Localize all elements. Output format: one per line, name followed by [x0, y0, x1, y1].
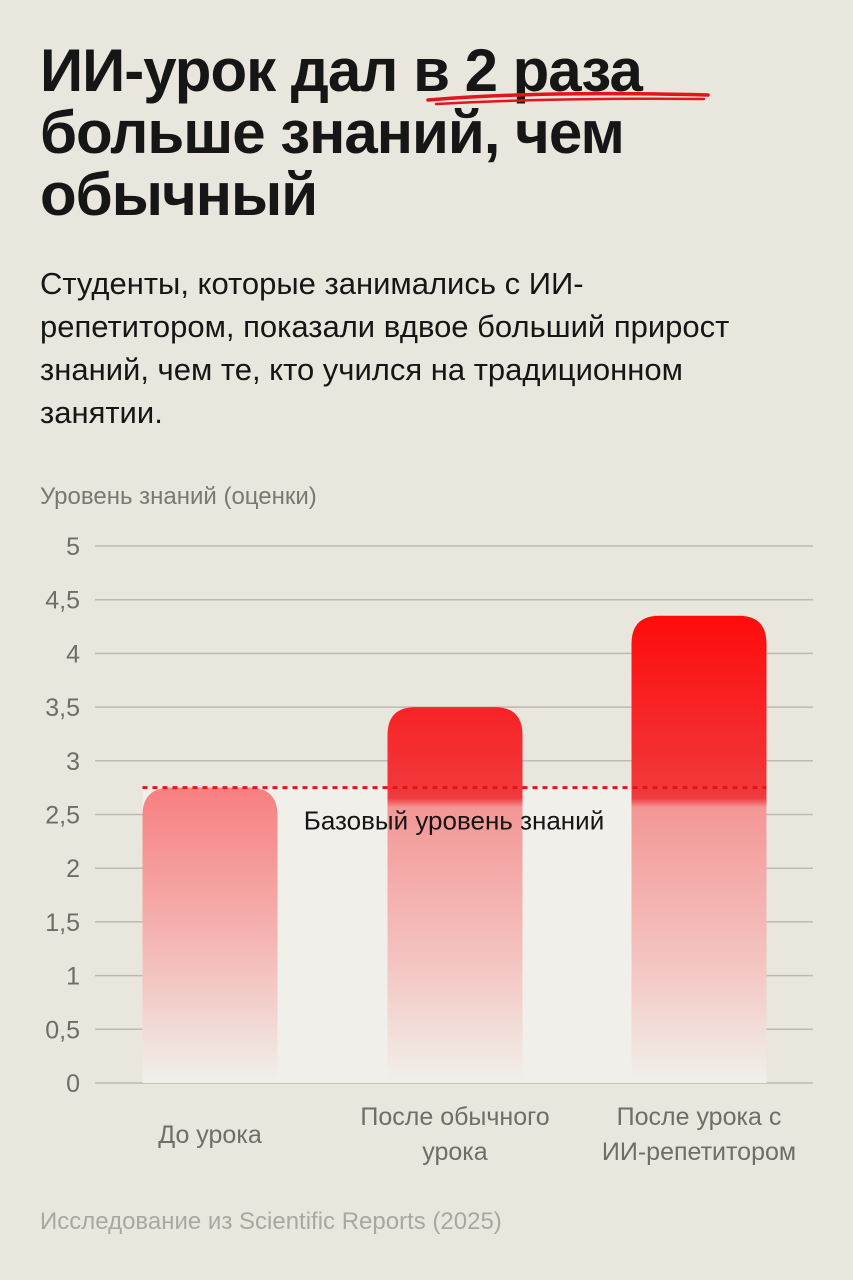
title-highlight: в 2 раза — [413, 37, 643, 104]
y-tick-label: 5 — [66, 533, 80, 561]
y-tick-label: 0 — [66, 1070, 80, 1098]
y-tick-label: 3 — [66, 748, 80, 776]
x-tick-label: урока — [422, 1138, 488, 1166]
title-line2: больше знаний, чем — [40, 99, 625, 166]
title-line3: обычный — [40, 161, 318, 228]
source-note: Исследование из Scientific Reports (2025… — [40, 1208, 502, 1235]
x-tick-label: После урока с — [617, 1103, 782, 1131]
bar — [142, 787, 278, 1083]
y-tick-label: 2 — [66, 855, 80, 883]
title-line1-start: ИИ-урок дал — [40, 37, 414, 104]
x-tick-label: После обычного — [360, 1103, 549, 1131]
subtitle: Студенты, которые занимались с ИИ-репети… — [40, 266, 730, 430]
y-axis-label: Уровень знаний (оценки) — [40, 483, 317, 510]
y-tick-label: 4 — [66, 640, 80, 668]
x-tick-label: До урока — [158, 1121, 262, 1149]
y-tick-label: 0,5 — [45, 1016, 80, 1044]
y-tick-label: 1 — [66, 963, 80, 991]
page-title: ИИ-урок дал в 2 раза больше знаний, чем … — [40, 40, 820, 226]
y-tick-label: 2,5 — [45, 802, 80, 830]
baseline-label: Базовый уровень знаний — [304, 806, 604, 836]
y-tick-label: 4,5 — [45, 587, 80, 615]
y-tick-label: 1,5 — [45, 909, 80, 937]
y-tick-label: 3,5 — [45, 694, 80, 722]
hand-drawn-underline — [426, 91, 710, 106]
bar-chart: Базовый уровень знаний 0 0,5 1 1,5 2 2,5 3 3,5 4… — [45, 533, 813, 1166]
x-tick-label: ИИ-репетитором — [602, 1138, 796, 1166]
bar — [387, 707, 523, 1083]
bar — [631, 615, 767, 1083]
